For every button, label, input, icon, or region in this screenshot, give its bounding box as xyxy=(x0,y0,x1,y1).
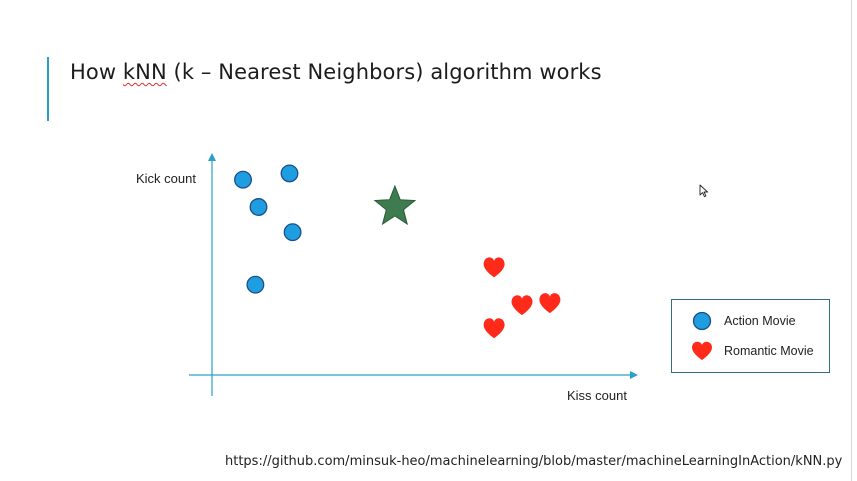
title-knn: kNN xyxy=(122,60,167,84)
title-suffix: (k – Nearest Neighbors) algorithm works xyxy=(166,60,602,84)
source-url: https://github.com/minsuk-heo/machinelea… xyxy=(225,454,843,469)
x-axis-label: Kiss count xyxy=(567,388,627,403)
romantic-movie-point xyxy=(539,293,561,314)
mouse-pointer-icon xyxy=(699,184,709,198)
action-movie-point xyxy=(280,164,299,183)
chart-marks xyxy=(234,164,561,339)
legend-label-action: Action Movie xyxy=(724,314,796,328)
red-heart-icon xyxy=(692,341,712,360)
legend-item-action: Action Movie xyxy=(672,309,796,333)
slide-edge-divider xyxy=(851,0,852,481)
romantic-movie-point xyxy=(483,318,505,339)
action-movie-point xyxy=(249,198,268,216)
romantic-movie-point xyxy=(511,295,533,316)
legend: Action Movie Romantic Movie xyxy=(671,299,830,373)
legend-item-romantic: Romantic Movie xyxy=(672,339,814,363)
unknown-movie-star-point xyxy=(373,184,417,226)
action-movie-point xyxy=(234,170,252,189)
legend-label-romantic: Romantic Movie xyxy=(724,344,814,358)
title-prefix: How xyxy=(70,60,123,84)
title-accent-bar xyxy=(47,57,49,121)
romantic-movie-point xyxy=(483,257,505,278)
action-movie-point xyxy=(246,275,265,294)
y-axis-label: Kick count xyxy=(136,171,196,186)
blue-circle-icon xyxy=(692,311,712,331)
slide-title: How kNN (k – Nearest Neighbors) algorith… xyxy=(70,60,602,84)
action-movie-point xyxy=(283,223,302,242)
